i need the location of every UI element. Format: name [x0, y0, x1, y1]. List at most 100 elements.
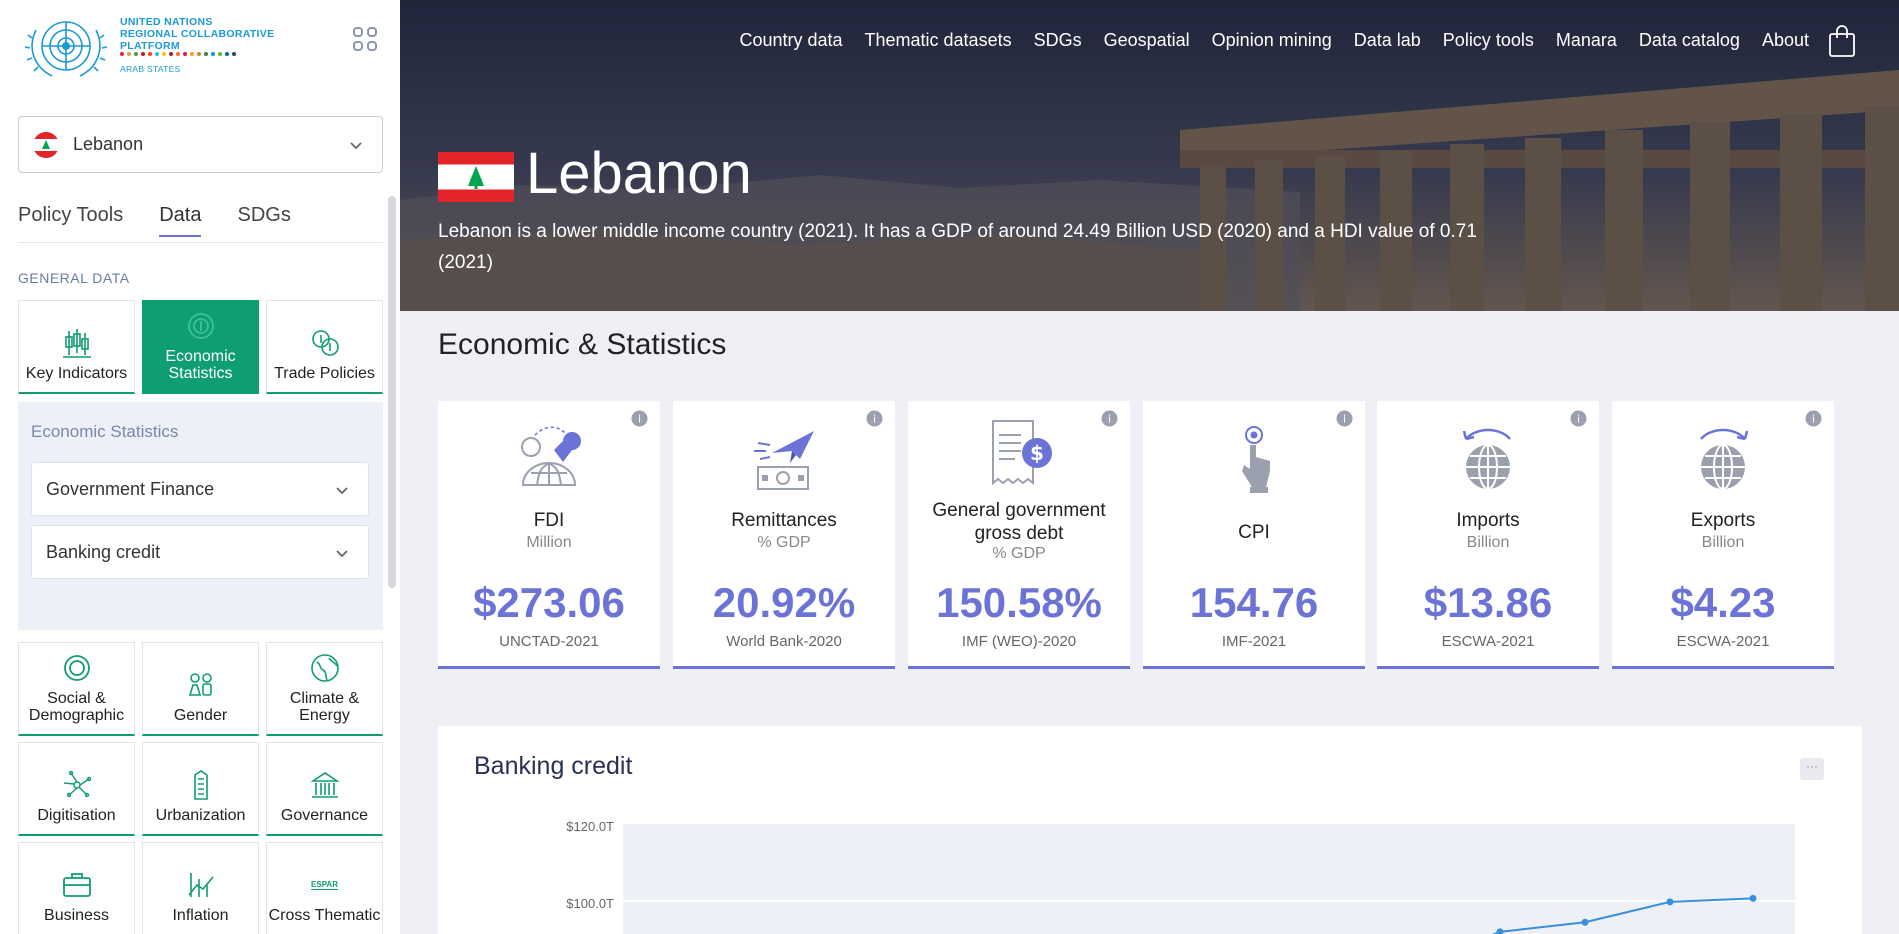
data-point[interactable]	[1666, 898, 1674, 906]
card-unit: % GDP	[992, 545, 1046, 562]
globe-leaf-icon	[310, 654, 339, 682]
dropdown-label: Government Finance	[46, 478, 215, 499]
sdg-dot	[134, 52, 138, 56]
tile-label: Urbanization	[155, 807, 246, 824]
country-title: Lebanon	[526, 141, 752, 206]
dropdown-banking-credit[interactable]: Banking credit	[31, 525, 369, 579]
nav-data-lab[interactable]: Data lab	[1353, 30, 1421, 50]
nav-country-data[interactable]: Country data	[739, 30, 843, 50]
svg-text:i: i	[1812, 413, 1815, 426]
tile-label: Trade Policies	[274, 365, 375, 382]
sdg-dot	[197, 52, 201, 56]
stat-card-exports[interactable]: i Exports Billion $4.23 ESCWA-2021	[1612, 401, 1834, 669]
hero-background-image	[400, 0, 1899, 311]
tile-digitisation[interactable]: Digitisation	[18, 742, 135, 836]
card-source: IMF (WEO)-2020	[961, 633, 1077, 650]
nav-policy-tools[interactable]: Policy tools	[1442, 30, 1534, 50]
country-select[interactable]: Lebanon	[18, 116, 383, 173]
section-label: GENERAL DATA	[18, 270, 130, 286]
card-unit: % GDP	[757, 534, 811, 551]
logo-line-2: REGIONAL COLLABORATIVE	[120, 28, 275, 40]
sdg-dot	[169, 52, 173, 56]
logo-text: UNITED NATIONS REGIONAL COLLABORATIVE PL…	[120, 16, 274, 52]
tile-climate-energy[interactable]: Climate & Energy	[266, 642, 383, 736]
nav-opinion-mining[interactable]: Opinion mining	[1211, 30, 1332, 50]
tile-governance[interactable]: Governance	[266, 742, 383, 836]
ring-icon	[63, 655, 90, 681]
nav-thematic-datasets[interactable]: Thematic datasets	[864, 30, 1012, 50]
tile-inflation[interactable]: Inflation	[142, 842, 259, 934]
tile-urbanization[interactable]: Urbanization	[142, 742, 259, 836]
card-value: $4.23	[1670, 579, 1776, 626]
briefcase-icon	[62, 873, 91, 897]
info-icon[interactable]: i	[1336, 410, 1353, 427]
stat-card-cpi[interactable]: i CPI 154.76 IMF-2021	[1143, 401, 1365, 669]
card-title: Imports	[1456, 510, 1520, 531]
data-point[interactable]	[1749, 894, 1757, 902]
country-description: Lebanon is a lower middle income country…	[438, 221, 1477, 273]
nav-about[interactable]: About	[1761, 30, 1809, 50]
sidebar: UNITED NATIONS REGIONAL COLLABORATIVE PL…	[0, 0, 400, 934]
dropdown-government-finance[interactable]: Government Finance	[31, 462, 369, 516]
apps-grid-icon[interactable]	[352, 26, 378, 52]
panel-title: Economic Statistics	[31, 422, 179, 441]
tile-economic-statistics[interactable]: Economic Statistics	[142, 300, 259, 394]
logo-subtitle: ARAB STATES	[120, 64, 181, 74]
sidebar-scrollbar[interactable]	[388, 196, 396, 588]
sdg-dot	[190, 52, 194, 56]
card-value: 154.76	[1189, 579, 1319, 626]
nav-geospatial[interactable]: Geospatial	[1103, 30, 1190, 50]
card-value: 20.92%	[712, 579, 856, 626]
info-icon[interactable]: i	[631, 410, 648, 427]
gender-icon	[188, 673, 212, 696]
card-unit: Billion	[1701, 534, 1745, 551]
country-select-value: Lebanon	[73, 134, 144, 154]
tab-sdgs[interactable]: SDGs	[237, 204, 291, 226]
nav-manara[interactable]: Manara	[1555, 30, 1617, 50]
nav-data-catalog[interactable]: Data catalog	[1638, 30, 1740, 50]
globe-arrow-icon	[1700, 428, 1749, 490]
info-icon[interactable]: i	[1101, 410, 1118, 427]
tile-gender[interactable]: Gender	[142, 642, 259, 736]
card-source: UNCTAD-2021	[499, 633, 599, 650]
tile-key-indicators[interactable]: Key Indicators	[18, 300, 135, 394]
data-point[interactable]	[1581, 918, 1589, 926]
stat-card-fdi[interactable]: i FDI Million $273.06 UNCTAD-2021	[438, 401, 660, 669]
data-point[interactable]	[1496, 928, 1504, 934]
shopping-bag-icon[interactable]	[1827, 24, 1857, 58]
stat-card-government-debt[interactable]: i $ General government gross debt % GDP …	[908, 401, 1130, 669]
tile-label: Business	[44, 907, 109, 924]
tab-policy-tools[interactable]: Policy Tools	[18, 204, 124, 226]
nav-sdgs[interactable]: SDGs	[1033, 30, 1082, 50]
money-plane-icon	[754, 431, 814, 490]
tile-social-demographic[interactable]: Social & Demographic	[18, 642, 135, 736]
info-icon[interactable]: i	[866, 410, 883, 427]
tile-label: Cross Thematic	[268, 907, 381, 924]
tile-label: Social & Demographic	[28, 690, 125, 724]
y-tick-label: $100.0T	[566, 896, 614, 911]
lebanon-flag-icon	[33, 131, 59, 158]
chart-menu-button[interactable]: ···	[1800, 758, 1824, 780]
tile-trade-policies[interactable]: Trade Policies	[266, 300, 383, 394]
sdg-dot	[141, 52, 145, 56]
tile-label: Gender	[173, 707, 228, 724]
info-icon[interactable]: i	[1570, 410, 1587, 427]
un-logo[interactable]: UNITED NATIONS REGIONAL COLLABORATIVE PL…	[22, 10, 342, 85]
sdg-dot	[176, 52, 180, 56]
stat-card-imports[interactable]: i Imports Billion $13.86 ESCWA-2021	[1377, 401, 1599, 669]
logo-line-3: PLATFORM	[120, 40, 180, 52]
sdg-dot	[211, 52, 215, 56]
tile-cross-thematic[interactable]: ESPAR Cross Thematic	[266, 842, 383, 934]
info-icon[interactable]: i	[1805, 410, 1822, 427]
un-emblem-icon	[24, 21, 108, 77]
tab-data[interactable]: Data	[159, 204, 202, 237]
coin-icon	[187, 313, 214, 339]
card-unit: Billion	[1466, 534, 1510, 551]
tile-label: Inflation	[172, 907, 229, 924]
card-title: General government gross debt	[932, 500, 1106, 544]
tile-business[interactable]: Business	[18, 842, 135, 934]
card-value: $273.06	[473, 579, 625, 626]
card-value: $13.86	[1423, 579, 1553, 626]
coins-icon	[311, 330, 339, 356]
stat-card-remittances[interactable]: i Remittances % GDP 20.92% World Bank-20…	[673, 401, 895, 669]
